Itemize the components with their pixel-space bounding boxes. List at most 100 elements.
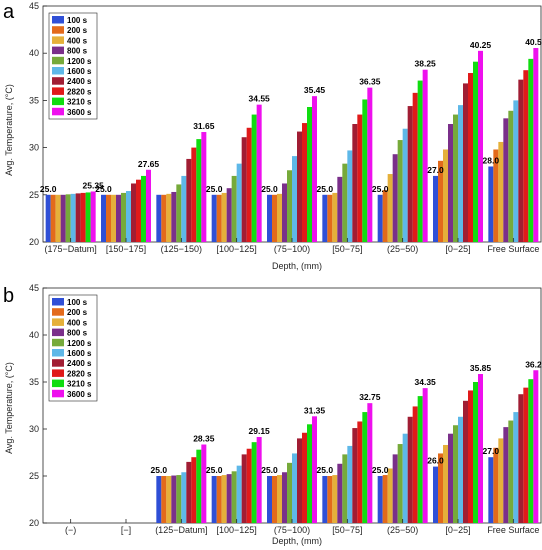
y-tick-label: 25: [29, 190, 39, 200]
x-tick-label: [100−125]: [217, 525, 257, 535]
bar: [327, 476, 333, 523]
legend-entry: 200 s: [67, 308, 88, 317]
bar: [327, 194, 333, 242]
x-tick-label: [0−25]: [445, 244, 470, 254]
x-tick-label: [150−175]: [106, 244, 146, 254]
data-label: 34.35: [415, 377, 437, 387]
y-tick-label: 20: [29, 237, 39, 247]
legend-entry: 2820 s: [67, 369, 92, 378]
legend-swatch: [52, 379, 64, 388]
bar: [181, 472, 187, 523]
bar: [443, 149, 448, 242]
y-tick-label: 40: [29, 330, 39, 340]
bar: [422, 388, 428, 523]
bar: [216, 194, 222, 242]
bar: [161, 476, 167, 523]
bar: [141, 175, 146, 242]
bar: [226, 474, 232, 523]
legend-swatch: [52, 97, 64, 106]
bar: [453, 114, 458, 242]
data-label: 25.35: [83, 180, 105, 190]
bar: [231, 175, 237, 242]
bar: [362, 99, 368, 243]
legend-swatch: [52, 328, 64, 337]
bar: [412, 92, 418, 243]
legend-entry: 100 s: [67, 298, 88, 307]
bar: [357, 114, 363, 242]
data-label: 35.45: [304, 85, 326, 95]
bar: [407, 106, 413, 243]
bar: [443, 444, 448, 523]
bar: [468, 390, 473, 523]
bar: [513, 100, 519, 243]
bar: [468, 73, 473, 242]
data-label: 25.0: [261, 184, 278, 194]
chart-panel-a: a Depth, (mm) Avg. Temperature, (°C) 20 2…: [3, 1, 542, 271]
legend-swatch: [52, 67, 64, 75]
bar: [251, 114, 257, 242]
bar: [126, 191, 131, 242]
legend-swatch: [52, 56, 64, 65]
bar: [518, 79, 524, 243]
bar: [176, 184, 182, 242]
data-label: 35.85: [470, 363, 492, 373]
data-label: 25.0: [317, 465, 334, 475]
x-tick-label: (125−Datum]: [155, 525, 207, 535]
panel-letter-b: b: [3, 285, 14, 307]
bar: [362, 412, 368, 523]
bar: [387, 468, 393, 523]
data-label: 40.55: [525, 37, 542, 47]
x-tick-label: (25−50): [387, 525, 418, 535]
legend-swatch: [52, 338, 64, 347]
bar: [256, 104, 262, 242]
bar: [417, 396, 423, 523]
data-label: 28.0: [483, 155, 500, 165]
data-label: 25.0: [95, 184, 112, 194]
bar: [357, 421, 363, 523]
x-tick-label: Free Surface: [487, 525, 539, 535]
bar: [156, 194, 162, 242]
bar: [448, 433, 453, 523]
bar: [267, 476, 272, 523]
bar: [90, 191, 96, 242]
bar: [282, 472, 287, 523]
bar: [503, 118, 509, 242]
legend-swatch: [52, 16, 64, 24]
bar: [121, 192, 126, 242]
bar: [397, 140, 403, 242]
bar: [337, 463, 343, 523]
bar: [458, 416, 463, 523]
legend-entry: 800 s: [67, 47, 88, 56]
bar: [387, 174, 393, 242]
bar: [377, 194, 383, 242]
legend-entry: 400 s: [67, 318, 88, 327]
bar: [101, 194, 106, 242]
data-label: 26.0: [427, 456, 444, 466]
bar: [166, 476, 172, 523]
bar: [65, 194, 71, 242]
x-tick-label: (175−Datum]: [45, 244, 97, 254]
bar: [201, 444, 207, 523]
bar: [412, 406, 418, 523]
data-label: 36.35: [359, 77, 381, 87]
bar: [322, 476, 328, 523]
bar: [267, 194, 272, 242]
bar: [131, 183, 136, 242]
bar: [352, 428, 358, 523]
legend-entry: 3210 s: [67, 98, 92, 107]
bar: [181, 175, 187, 242]
legend-entry: 400 s: [67, 36, 88, 45]
legend-entry: 2400 s: [67, 359, 92, 368]
legend-entry: 3600 s: [67, 108, 92, 117]
bar: [498, 141, 504, 242]
data-label: 40.25: [470, 40, 492, 50]
bar: [297, 131, 302, 242]
chart-panel-b: b Depth, (mm) Avg. Temperature, (°C) 20 2…: [3, 283, 542, 546]
bar: [402, 128, 408, 242]
bar: [463, 400, 468, 523]
bar: [508, 420, 514, 523]
bar: [417, 80, 423, 243]
data-label: 25.0: [206, 184, 223, 194]
bar: [498, 438, 504, 523]
legend-entry: 2820 s: [67, 87, 92, 96]
